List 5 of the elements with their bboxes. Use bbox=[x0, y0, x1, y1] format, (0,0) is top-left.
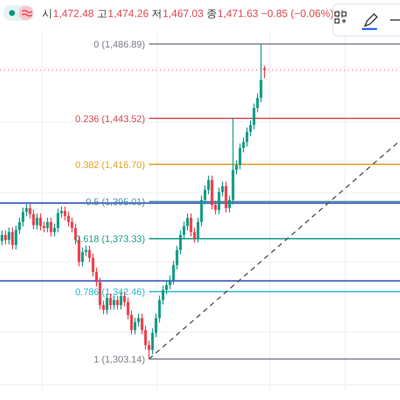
annotation: 0.382 (1,416.70) bbox=[75, 160, 145, 171]
annotation: 1 (1,303.14) bbox=[94, 354, 145, 366]
annotation: 0 (1,486.89) bbox=[94, 40, 145, 50]
annotation: 0.236 (1,443.52) bbox=[75, 114, 145, 125]
annotation: 시1,472.48 고1,474.26 저1,467.03 종1,471.63 −0.85 (−0.06%) bbox=[42, 8, 334, 20]
